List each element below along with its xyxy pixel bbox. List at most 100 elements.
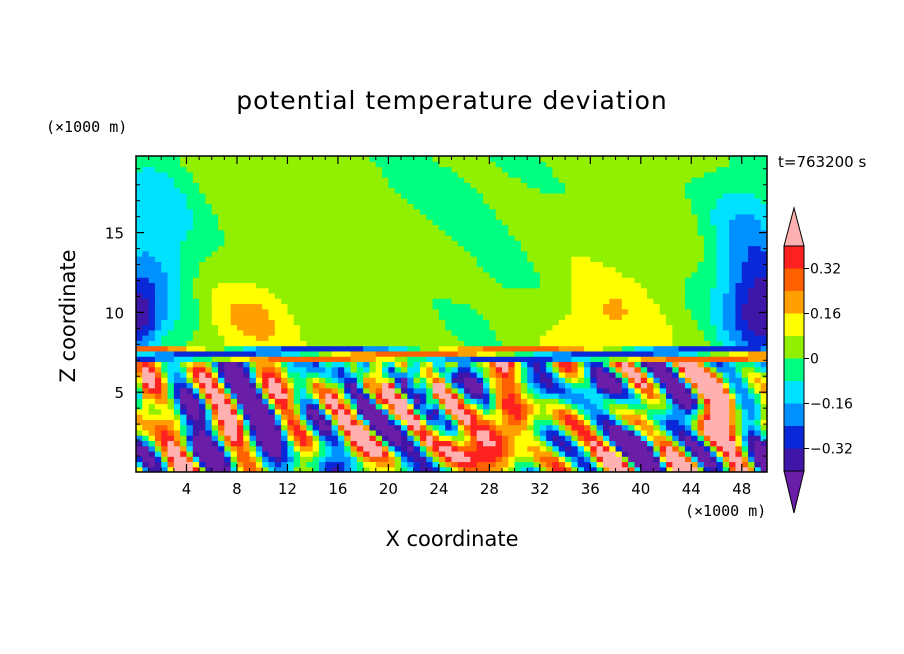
- field-cell: [634, 377, 642, 384]
- field-cell: [363, 303, 371, 310]
- field-cell: [401, 387, 408, 394]
- field-cell: [552, 224, 560, 231]
- field-cell: [602, 229, 610, 236]
- field-cell: [710, 398, 718, 405]
- field-cell: [154, 419, 162, 426]
- field-cell: [224, 240, 232, 247]
- field-cell: [205, 393, 213, 399]
- field-cell: [407, 319, 415, 326]
- field-cell: [161, 335, 169, 341]
- field-cell: [508, 303, 516, 310]
- field-cell: [514, 245, 522, 252]
- field-cell: [167, 361, 175, 368]
- field-cell: [729, 382, 737, 389]
- field-cell: [180, 371, 188, 378]
- field-cell: [394, 277, 402, 283]
- field-cell: [628, 240, 636, 247]
- field-cell: [672, 250, 680, 257]
- field-cell: [697, 466, 705, 472]
- field-cell: [571, 408, 579, 415]
- field-cell: [136, 382, 143, 389]
- field-cell: [483, 229, 490, 236]
- field-cell: [419, 329, 427, 336]
- field-cell: [205, 461, 213, 468]
- field-cell: [205, 408, 213, 415]
- field-cell: [293, 356, 301, 362]
- field-cell: [136, 303, 143, 310]
- field-cell: [590, 393, 598, 399]
- field-cell: [337, 282, 345, 289]
- field-cell: [236, 319, 244, 326]
- field-cell: [274, 282, 282, 289]
- field-cell: [262, 277, 270, 283]
- field-cell: [546, 245, 554, 252]
- field-cell: [148, 345, 156, 352]
- field-cell: [678, 250, 686, 257]
- field-cell: [192, 382, 200, 389]
- field-cell: [173, 240, 181, 247]
- field-cell: [268, 340, 276, 347]
- field-cell: [716, 424, 724, 431]
- field-cell: [142, 219, 150, 226]
- field-cell: [451, 356, 459, 362]
- field-cell: [729, 450, 737, 457]
- field-cell: [363, 245, 371, 252]
- field-cell: [136, 377, 143, 384]
- field-cell: [703, 292, 711, 299]
- field-cell: [552, 303, 560, 310]
- field-cell: [741, 461, 749, 468]
- field-cell: [539, 461, 547, 468]
- field-cell: [577, 435, 585, 441]
- field-cell: [527, 324, 535, 331]
- field-cell: [640, 261, 648, 268]
- field-cell: [596, 266, 604, 273]
- field-cell: [565, 424, 572, 431]
- field-cell: [344, 240, 352, 247]
- field-cell: [621, 213, 629, 220]
- field-cell: [287, 366, 295, 373]
- field-cell: [325, 324, 333, 331]
- field-cell: [722, 445, 730, 452]
- field-cell: [312, 245, 320, 252]
- field-cell: [325, 292, 333, 299]
- field-cell: [634, 235, 642, 241]
- field-cell: [142, 208, 150, 215]
- field-cell: [249, 414, 257, 420]
- field-cell: [514, 282, 522, 289]
- field-cell: [691, 424, 699, 431]
- field-cell: [684, 466, 692, 472]
- field-cell: [218, 266, 225, 273]
- field-cell: [438, 403, 446, 410]
- field-cell: [426, 261, 434, 268]
- field-cell: [325, 450, 333, 457]
- field-cell: [584, 456, 591, 463]
- field-cell: [735, 224, 743, 231]
- field-cell: [224, 266, 232, 273]
- field-cell: [514, 361, 522, 368]
- field-cell: [306, 277, 314, 283]
- field-cell: [508, 356, 516, 362]
- field-cell: [741, 219, 749, 226]
- field-cell: [710, 308, 718, 315]
- field-cell: [584, 403, 591, 410]
- field-cell: [476, 208, 484, 215]
- field-cell: [659, 361, 667, 368]
- field-cell: [552, 235, 560, 241]
- field-cell: [262, 429, 270, 436]
- field-cell: [615, 424, 623, 431]
- field-cell: [274, 440, 282, 447]
- field-cell: [678, 461, 686, 468]
- field-cell: [520, 219, 528, 226]
- field-cell: [262, 219, 270, 226]
- field-cell: [375, 256, 383, 262]
- field-cell: [634, 403, 642, 410]
- field-cell: [413, 235, 421, 241]
- field-cell: [438, 345, 446, 352]
- field-cell: [142, 445, 150, 452]
- field-cell: [735, 256, 743, 262]
- field-cell: [375, 240, 383, 247]
- field-cell: [489, 387, 497, 394]
- field-cell: [388, 235, 396, 241]
- field-cell: [293, 371, 301, 378]
- field-cell: [483, 235, 490, 241]
